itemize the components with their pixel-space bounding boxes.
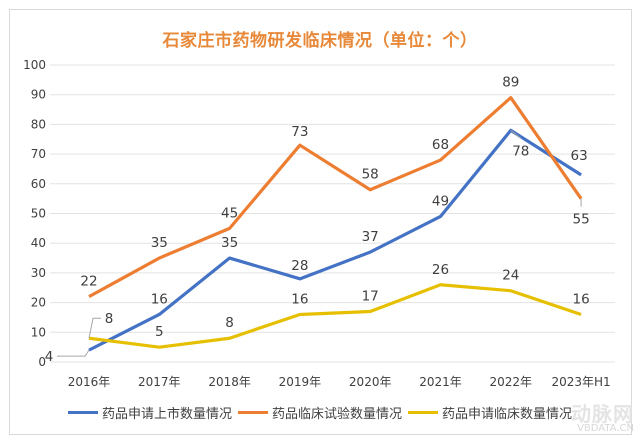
x-tick-label: 2023年H1 xyxy=(551,375,610,389)
data-label: 49 xyxy=(432,193,449,209)
data-label: 22 xyxy=(80,274,97,290)
legend-swatch xyxy=(237,411,268,414)
y-tick-label: 10 xyxy=(31,325,46,339)
data-label: 26 xyxy=(432,262,449,278)
watermark: 动脉网 VBDATA.CN xyxy=(571,404,634,434)
label-leader-line xyxy=(88,317,101,339)
x-tick-label: 2020年 xyxy=(349,375,392,389)
chart-title: 石家庄市药物研发临床情况（单位：个） xyxy=(162,31,478,51)
label-leader-line xyxy=(57,349,90,357)
y-tick-label: 70 xyxy=(31,147,46,161)
data-label: 78 xyxy=(512,143,529,159)
y-tick-label: 80 xyxy=(31,117,46,131)
legend-item-series-1[interactable]: 药品临床试验数量情况 xyxy=(237,403,402,422)
chart-frame xyxy=(9,9,632,435)
data-label: 16 xyxy=(573,291,590,307)
data-label: 73 xyxy=(291,124,308,140)
data-label: 17 xyxy=(362,289,379,305)
legend: 药品申请上市数量情况 药品临床试验数量情况 药品申请临床数量情况 xyxy=(0,403,640,422)
y-tick-label: 20 xyxy=(31,296,46,310)
x-tick-label: 2018年 xyxy=(208,375,251,389)
series-lines xyxy=(88,96,583,352)
data-label: 16 xyxy=(291,291,308,307)
data-label: 55 xyxy=(573,212,590,228)
watermark-text: VBDATA.CN xyxy=(577,423,634,434)
y-tick-label: 40 xyxy=(31,236,46,250)
x-tick-label: 2021年 xyxy=(419,375,462,389)
data-label: 37 xyxy=(362,229,379,245)
x-axis-ticks: 2016年 2017年 2018年 2019年 2020年 2021年 2022年 2023年… xyxy=(68,375,611,389)
x-tick-label: 2016年 xyxy=(68,375,111,389)
gridlines xyxy=(50,64,615,363)
data-label: 5 xyxy=(155,324,164,340)
x-tick-label: 2017年 xyxy=(138,375,181,389)
y-tick-label: 30 xyxy=(31,266,46,280)
data-label: 35 xyxy=(151,235,168,251)
legend-swatch xyxy=(67,411,98,414)
data-label: 16 xyxy=(151,291,168,307)
y-tick-label: 100 xyxy=(23,58,46,72)
data-label: 24 xyxy=(502,268,519,284)
data-label: 8 xyxy=(225,315,234,331)
data-label: 68 xyxy=(432,137,449,153)
data-label: 63 xyxy=(571,148,588,164)
x-tick-label: 2022年 xyxy=(490,375,533,389)
data-label: 35 xyxy=(221,235,238,251)
y-tick-label: 0 xyxy=(38,355,46,369)
series-line-2 xyxy=(88,283,582,349)
legend-label: 药品申请上市数量情况 xyxy=(101,407,232,422)
watermark-logo: 动脉网 xyxy=(571,402,634,426)
y-axis-ticks: 0 10 20 30 40 50 60 70 80 90 100 xyxy=(23,58,46,369)
y-tick-label: 90 xyxy=(31,88,46,102)
legend-label: 药品申请临床数量情况 xyxy=(442,407,573,422)
data-label: 8 xyxy=(105,311,114,327)
data-label: 58 xyxy=(362,167,379,183)
legend-item-series-2[interactable]: 药品申请临床数量情况 xyxy=(408,403,572,422)
series-line-0 xyxy=(88,128,582,352)
data-label: 4 xyxy=(45,349,54,365)
data-label: 89 xyxy=(502,75,519,91)
data-label: 45 xyxy=(221,205,238,221)
legend-swatch xyxy=(408,411,438,414)
legend-item-series-0[interactable]: 药品申请上市数量情况 xyxy=(67,403,232,422)
legend-label: 药品临床试验数量情况 xyxy=(271,407,402,422)
y-tick-label: 60 xyxy=(31,177,46,191)
series-line-1 xyxy=(88,96,583,299)
data-label: 28 xyxy=(291,258,308,274)
x-tick-label: 2019年 xyxy=(279,375,322,389)
label-leader-line xyxy=(510,129,522,139)
y-tick-label: 50 xyxy=(31,207,46,221)
